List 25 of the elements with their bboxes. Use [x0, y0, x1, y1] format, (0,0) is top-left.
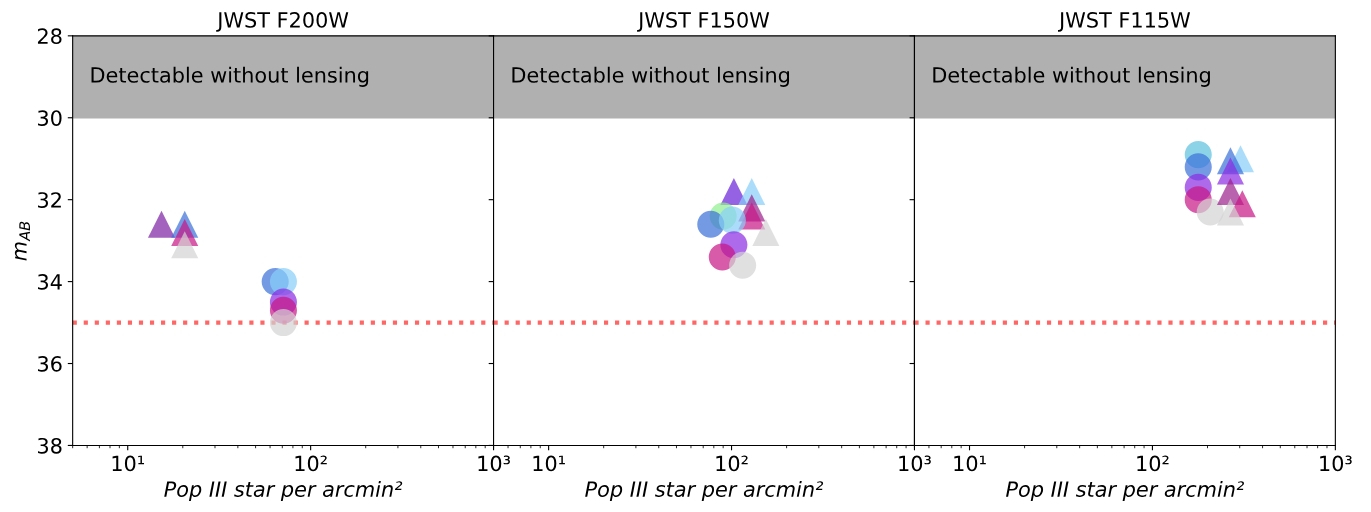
y-axis-title: m$_{AB}$ — [14, 221, 30, 261]
x-axis-title: Pop III star per arcmin² — [585, 480, 824, 502]
x-tick-label: 10² — [295, 455, 327, 472]
x-tick-label: 10³ — [1320, 455, 1352, 472]
y-tick-label: 36 — [38, 355, 62, 372]
x-axis-title: Pop III star per arcmin² — [1006, 480, 1244, 502]
y-tick-label: 30 — [38, 110, 62, 126]
y-tick-label: 38 — [38, 437, 62, 454]
x-tick-label: 10¹ — [533, 455, 565, 472]
chart-title: JWST F115W — [1058, 12, 1191, 32]
y-tick-label: 32 — [38, 192, 61, 208]
x-tick-label: 10¹ — [112, 455, 145, 472]
band-label: Detectable without lensing — [933, 66, 1210, 87]
y-tick-label: 28 — [37, 28, 62, 45]
chart-title: JWST F150W — [637, 12, 770, 32]
chart-title: JWST F200W — [216, 12, 349, 32]
y-tick-label: 34 — [38, 274, 62, 290]
band-label: Detectable without lensing — [91, 66, 369, 87]
x-axis-title: Pop III star per arcmin² — [164, 480, 403, 502]
x-tick-label: 10³ — [478, 455, 510, 472]
x-tick-label: 10² — [716, 455, 748, 472]
band-label: Detectable without lensing — [512, 66, 790, 87]
x-tick-label: 10¹ — [954, 455, 986, 472]
x-tick-label: 10² — [1137, 455, 1169, 472]
x-tick-label: 10³ — [899, 455, 931, 472]
